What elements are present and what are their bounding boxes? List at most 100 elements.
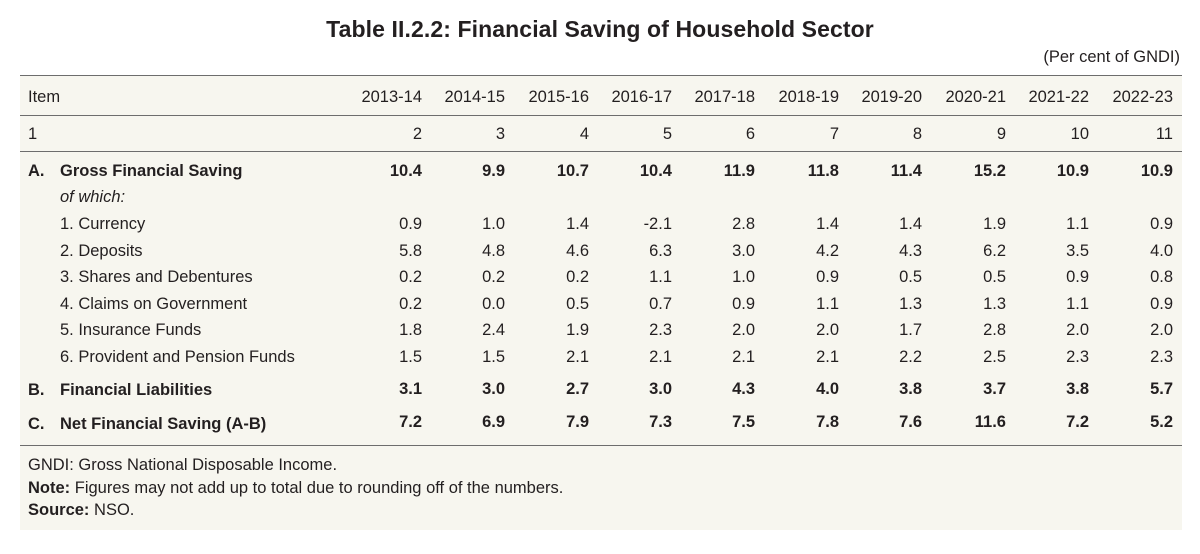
source-footnote: Source: NSO. (28, 501, 134, 520)
value-cell: 10.9 (1140, 162, 1173, 180)
value-cell: 6.9 (482, 413, 505, 431)
value-cell: 11.4 (890, 162, 922, 180)
value-cell: 0.2 (399, 268, 422, 286)
value-cell: 0.9 (1150, 295, 1173, 313)
value-cell: 1.8 (399, 321, 422, 339)
value-cell: 10.4 (639, 162, 672, 180)
value-cell: 2.8 (983, 321, 1006, 339)
value-cell: 5 (662, 125, 672, 143)
value-cell: 7.3 (649, 413, 672, 431)
value-cell: 6 (745, 125, 755, 143)
value-cell: 1.1 (649, 268, 672, 286)
value-cell: 1.4 (816, 215, 839, 233)
item-label: 3. Shares and Debentures (60, 268, 253, 286)
value-cell: 2.7 (566, 380, 589, 398)
value-cell: 3.8 (899, 380, 922, 398)
value-cell: 7 (829, 125, 839, 143)
value-cell: 2.0 (1066, 321, 1089, 339)
value-cell: 1.4 (899, 215, 922, 233)
value-cell: 0.9 (1150, 215, 1173, 233)
value-cell: 2.3 (1066, 348, 1089, 366)
section-c-label: Net Financial Saving (A-B) (60, 415, 267, 433)
value-cell: 7.5 (732, 413, 755, 431)
value-cell: 0.9 (816, 268, 839, 286)
value-cell: 2.3 (1150, 348, 1173, 366)
value-cell: 2 (412, 125, 422, 143)
value-cell: 7.2 (1066, 413, 1089, 431)
value-cell: 1.9 (566, 321, 589, 339)
section-c-letter: C. (28, 415, 45, 433)
value-cell: 7.8 (816, 413, 839, 431)
value-cell: 0.7 (649, 295, 672, 313)
note-footnote: Note: Figures may not add up to total du… (28, 479, 563, 498)
value-cell: 1.3 (983, 295, 1006, 313)
source-text: NSO. (89, 501, 135, 519)
value-cell: 4.3 (899, 242, 922, 260)
table-title: Table II.2.2: Financial Saving of Househ… (326, 16, 874, 42)
value-cell: 4.0 (1150, 242, 1173, 260)
value-cell: 7.9 (566, 413, 589, 431)
value-cell: 7.2 (399, 413, 422, 431)
value-cell: 1.7 (899, 321, 922, 339)
value-cell: 1.4 (566, 215, 589, 233)
value-cell: 3.0 (649, 380, 672, 398)
year-header: 2022-23 (1112, 88, 1173, 106)
divider (20, 445, 1182, 446)
section-a-letter: A. (28, 162, 45, 180)
divider (20, 115, 1182, 116)
value-cell: 2.1 (566, 348, 589, 366)
value-cell: 3.0 (732, 242, 755, 260)
value-cell: 1.0 (732, 268, 755, 286)
section-b-letter: B. (28, 381, 45, 399)
year-header: 2019-20 (861, 88, 922, 106)
value-cell: 1.5 (482, 348, 505, 366)
value-cell: 4.0 (816, 380, 839, 398)
value-cell: 0.9 (1066, 268, 1089, 286)
value-cell: 2.3 (649, 321, 672, 339)
note-text: Figures may not add up to total due to r… (70, 479, 564, 497)
value-cell: 5.8 (399, 242, 422, 260)
value-cell: 1.0 (482, 215, 505, 233)
value-cell: 7.6 (899, 413, 922, 431)
value-cell: 1.3 (899, 295, 922, 313)
item-label: 6. Provident and Pension Funds (60, 348, 295, 366)
table-panel: Item 2013-14 2014-15 2015-16 2016-17 201… (20, 75, 1182, 530)
value-cell: 1.1 (1066, 295, 1089, 313)
value-cell: 1.1 (816, 295, 839, 313)
value-cell: 1.5 (399, 348, 422, 366)
value-cell: 2.5 (983, 348, 1006, 366)
item-header: Item (28, 88, 61, 106)
value-cell: 0.5 (983, 268, 1006, 286)
value-cell: 0.2 (566, 268, 589, 286)
year-header: 2020-21 (945, 88, 1006, 106)
value-cell: 3.5 (1066, 242, 1089, 260)
year-header: 2013-14 (361, 88, 422, 106)
unit-note: (Per cent of GNDI) (1043, 48, 1180, 66)
section-a-label: Gross Financial Saving (60, 162, 243, 180)
value-cell: 4.3 (732, 380, 755, 398)
value-cell: 3.8 (1066, 380, 1089, 398)
value-cell: 0.0 (482, 295, 505, 313)
value-cell: 0.9 (399, 215, 422, 233)
value-cell: 0.8 (1150, 268, 1173, 286)
value-cell: 0.9 (732, 295, 755, 313)
year-header: 2015-16 (528, 88, 589, 106)
value-cell: 11.9 (723, 162, 755, 180)
value-cell: 4 (579, 125, 589, 143)
value-cell: 5.2 (1150, 413, 1173, 431)
value-cell: 0.5 (566, 295, 589, 313)
value-cell: 2.1 (649, 348, 672, 366)
value-cell: 6.2 (983, 242, 1006, 260)
value-cell: 2.0 (1150, 321, 1173, 339)
value-cell: -2.1 (643, 215, 672, 233)
value-cell: 9.9 (482, 162, 505, 180)
value-cell: 10.9 (1056, 162, 1089, 180)
item-label: 2. Deposits (60, 242, 143, 260)
value-cell: 4.2 (816, 242, 839, 260)
year-header: 2021-22 (1028, 88, 1089, 106)
value-cell: 0.2 (482, 268, 505, 286)
value-cell: 10.7 (556, 162, 589, 180)
value-cell: 11 (1155, 125, 1173, 143)
col-number-first: 1 (28, 125, 38, 143)
value-cell: 3.7 (983, 380, 1006, 398)
